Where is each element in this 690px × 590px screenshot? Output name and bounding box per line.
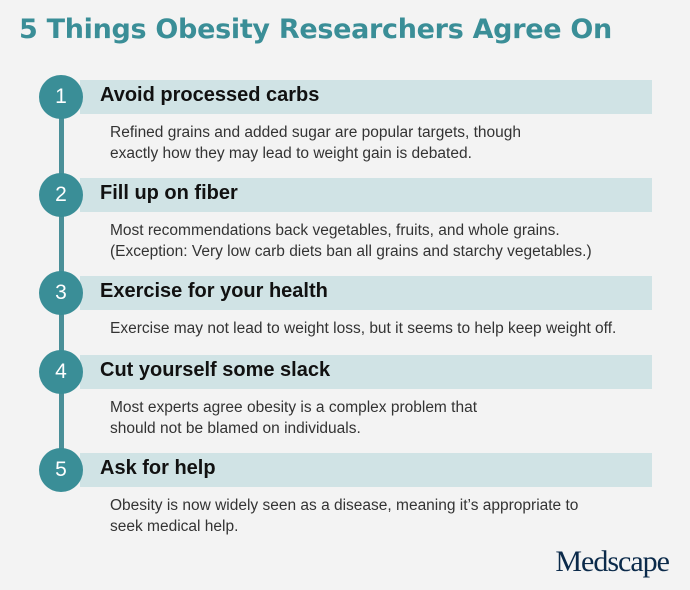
item-description: Refined grains and added sugar are popul… <box>110 122 670 164</box>
description-line: seek medical help. <box>110 518 239 535</box>
description-line: Refined grains and added sugar are popul… <box>110 124 522 141</box>
description-line: Obesity is now widely seen as a disease,… <box>110 497 579 514</box>
item-heading: Exercise for your health <box>100 280 328 302</box>
description-line: Most recommendations back vegetables, fr… <box>110 222 560 239</box>
item-heading: Ask for help <box>100 457 216 479</box>
heading-bar <box>80 80 652 114</box>
item-heading: Avoid processed carbs <box>100 84 320 106</box>
step-number-badge: 5 <box>39 448 83 492</box>
description-line: exactly how they may lead to weight gain… <box>110 145 472 162</box>
item-heading: Fill up on fiber <box>100 182 238 204</box>
step-number-badge: 3 <box>39 271 83 315</box>
heading-bar <box>80 276 652 310</box>
step-number-badge: 1 <box>39 75 83 119</box>
description-line: (Exception: Very low carb diets ban all … <box>110 243 592 260</box>
item-heading: Cut yourself some slack <box>100 359 331 381</box>
heading-bar <box>80 178 652 212</box>
item-description: Obesity is now widely seen as a disease,… <box>110 495 670 537</box>
medscape-logo: Medscape <box>555 545 670 578</box>
item-description: Exercise may not lead to weight loss, bu… <box>110 318 670 339</box>
description-line: should not be blamed on individuals. <box>110 420 361 437</box>
item-description: Most experts agree obesity is a complex … <box>110 397 670 439</box>
heading-bar <box>80 453 652 487</box>
step-number-badge: 4 <box>39 350 83 394</box>
description-line: Exercise may not lead to weight loss, bu… <box>110 320 617 337</box>
item-description: Most recommendations back vegetables, fr… <box>110 220 670 262</box>
step-number-badge: 2 <box>39 173 83 217</box>
page-title: 5 Things Obesity Researchers Agree On <box>19 14 612 45</box>
heading-bar <box>80 355 652 389</box>
description-line: Most experts agree obesity is a complex … <box>110 399 478 416</box>
